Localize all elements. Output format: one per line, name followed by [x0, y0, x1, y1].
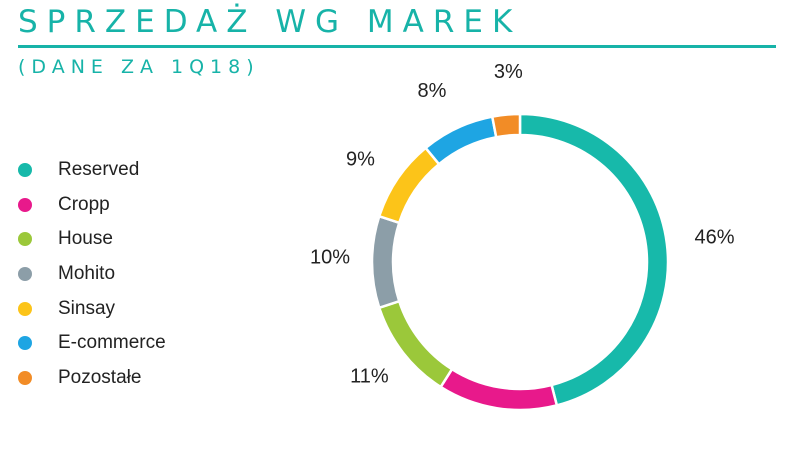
legend-marker-cropp [18, 197, 32, 212]
legend-item-pozostale: Pozostałe [18, 361, 166, 396]
legend-label-e-commerce: E-commerce [58, 332, 166, 354]
data-label-cropp: 13% [463, 458, 503, 459]
data-label-reserved: 46% [695, 227, 735, 249]
data-label-e-commerce: 8% [418, 80, 447, 102]
chart-legend: Reserved Cropp House Mohito Sinsay E-com… [18, 153, 166, 395]
data-label-mohito: 10% [310, 246, 350, 268]
donut-slice-pozostale [490, 112, 522, 139]
legend-label-reserved: Reserved [58, 159, 140, 181]
legend-item-reserved: Reserved [18, 153, 166, 188]
legend-label-house: House [58, 228, 113, 250]
legend-marker-reserved [18, 163, 32, 178]
legend-marker-pozostale [18, 370, 32, 385]
legend-item-house: House [18, 222, 166, 257]
data-label-house: 11% [350, 366, 389, 388]
legend-marker-e-commerce [18, 336, 32, 351]
legend-item-e-commerce: E-commerce [18, 326, 166, 361]
donut-slice-cropp [438, 367, 559, 412]
page-title: SPRZEDAŻ WG MAREK [18, 4, 522, 40]
legend-label-mohito: Mohito [58, 263, 116, 285]
legend-marker-sinsay [18, 301, 32, 316]
donut-slice-sinsay [377, 146, 441, 225]
legend-label-sinsay: Sinsay [58, 297, 116, 319]
legend-label-cropp: Cropp [58, 193, 110, 215]
legend-marker-house [18, 232, 32, 247]
donut-slice-mohito [370, 214, 401, 310]
donut-slice-e-commerce [423, 115, 498, 166]
legend-item-sinsay: Sinsay [18, 291, 166, 326]
donut-slice-house [377, 299, 454, 389]
legend-marker-mohito [18, 267, 32, 282]
legend-label-pozostale: Pozostałe [58, 366, 142, 388]
legend-item-cropp: Cropp [18, 188, 166, 223]
data-label-pozostale: 3% [494, 61, 523, 83]
title-divider [18, 45, 776, 48]
data-label-sinsay: 9% [346, 149, 375, 171]
donut-slice-reserved [518, 112, 670, 407]
page-subtitle: (DANE ZA 1Q18) [18, 56, 260, 78]
legend-item-mohito: Mohito [18, 257, 166, 292]
